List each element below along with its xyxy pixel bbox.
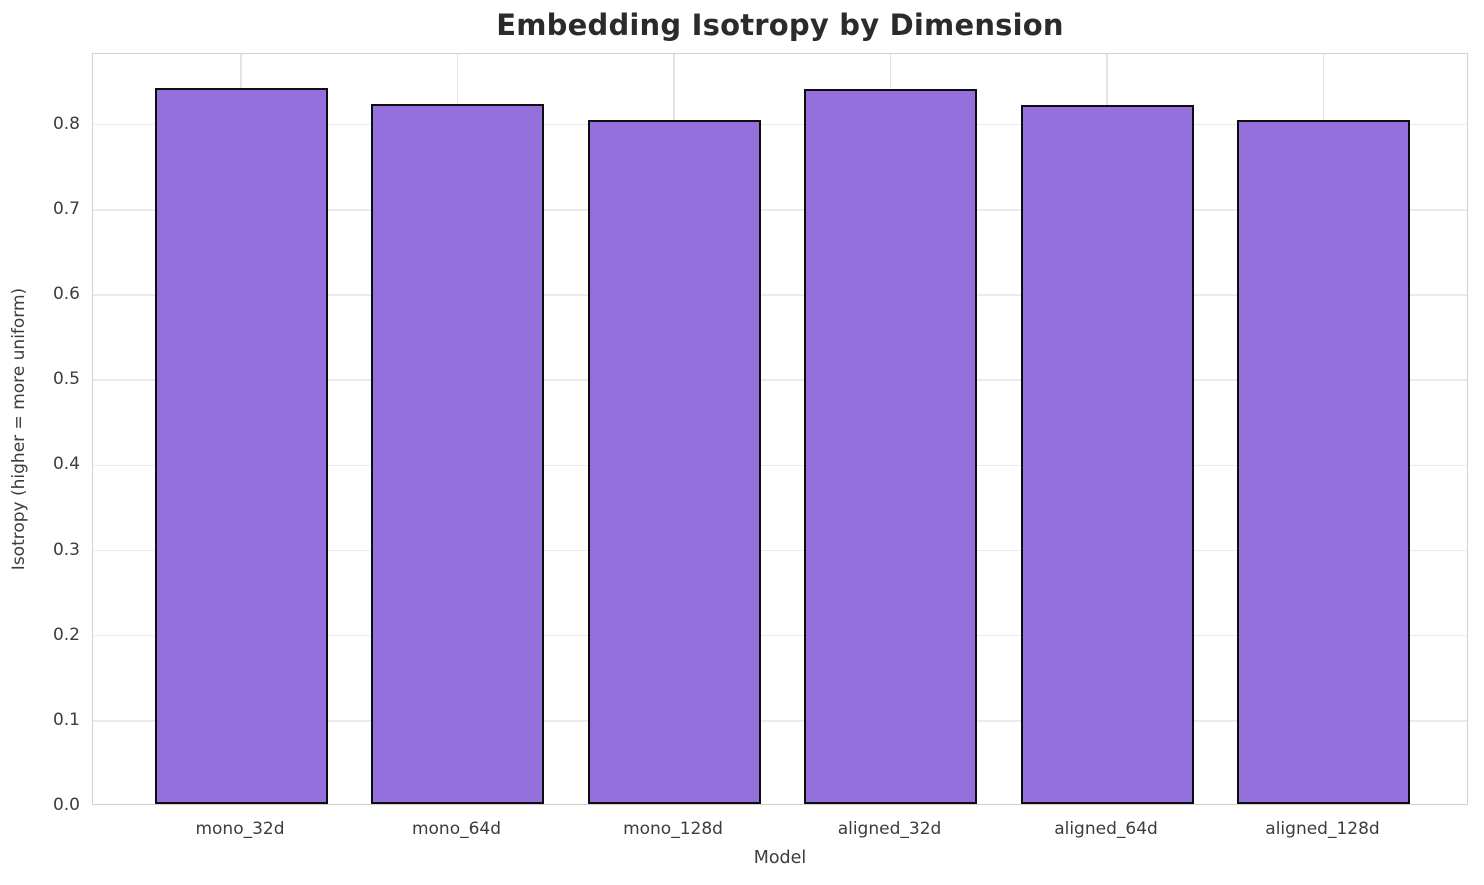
y-tick-label: 0.2	[52, 624, 80, 645]
y-tick-label: 0.8	[52, 113, 80, 134]
x-tick-label-aligned_32d: aligned_32d	[837, 819, 942, 839]
x-tick-label-aligned_128d: aligned_128d	[1265, 819, 1380, 839]
y-tick-label: 0.3	[52, 539, 80, 560]
bar-mono_128d	[587, 120, 761, 804]
bar-mono_32d	[154, 87, 328, 804]
horizontal-gridline	[93, 464, 1467, 467]
chart-title: Embedding Isotropy by Dimension	[496, 8, 1064, 42]
bar-aligned_64d	[1020, 104, 1194, 804]
bar-mono_64d	[371, 103, 544, 804]
y-axis-label: Isotropy (higher = more uniform)	[9, 287, 29, 571]
y-tick-label: 0.4	[52, 454, 80, 475]
x-axis-label: Model	[753, 848, 807, 868]
y-tick-label: 0.0	[52, 795, 80, 815]
horizontal-gridline	[93, 294, 1467, 296]
bar-aligned_32d	[804, 88, 977, 804]
horizontal-gridline	[93, 209, 1467, 211]
x-tick-label-mono_32d: mono_32d	[195, 819, 285, 839]
horizontal-gridline	[93, 549, 1467, 552]
x-tick-label-mono_128d: mono_128d	[623, 819, 723, 839]
y-tick-label: 0.5	[52, 369, 80, 390]
horizontal-gridline	[93, 379, 1467, 381]
horizontal-gridline	[93, 720, 1467, 722]
y-tick-label: 0.1	[52, 709, 80, 730]
bar-aligned_128d	[1237, 120, 1410, 804]
y-tick-label: 0.7	[52, 198, 80, 219]
plot-area	[92, 53, 1468, 805]
horizontal-gridline	[93, 634, 1467, 637]
x-tick-label-aligned_64d: aligned_64d	[1054, 819, 1158, 839]
y-tick-label: 0.6	[52, 284, 80, 304]
x-tick-label-mono_64d: mono_64d	[411, 819, 502, 839]
horizontal-gridline	[93, 123, 1467, 126]
